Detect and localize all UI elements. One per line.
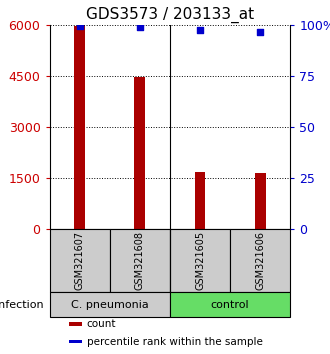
Text: GSM321607: GSM321607 xyxy=(75,231,84,290)
Point xyxy=(137,24,143,30)
Bar xyxy=(110,229,170,292)
Bar xyxy=(50,292,170,318)
Bar xyxy=(50,229,110,292)
Bar xyxy=(69,322,82,326)
Text: infection: infection xyxy=(0,300,44,310)
Bar xyxy=(195,172,206,229)
Text: GSM321605: GSM321605 xyxy=(195,231,205,290)
Bar xyxy=(255,173,266,229)
Text: control: control xyxy=(211,300,249,310)
Title: GDS3573 / 203133_at: GDS3573 / 203133_at xyxy=(86,7,254,23)
Text: GSM321608: GSM321608 xyxy=(135,231,145,290)
Text: GSM321606: GSM321606 xyxy=(255,231,265,290)
Point xyxy=(258,29,263,35)
Bar xyxy=(134,76,145,229)
Bar xyxy=(230,229,290,292)
Text: percentile rank within the sample: percentile rank within the sample xyxy=(87,337,263,347)
Bar xyxy=(69,340,82,343)
Bar xyxy=(74,27,85,229)
Text: C. pneumonia: C. pneumonia xyxy=(71,300,148,310)
Point xyxy=(197,27,203,33)
Bar xyxy=(170,292,290,318)
Text: count: count xyxy=(87,319,116,329)
Point xyxy=(77,23,82,29)
Bar xyxy=(170,229,230,292)
